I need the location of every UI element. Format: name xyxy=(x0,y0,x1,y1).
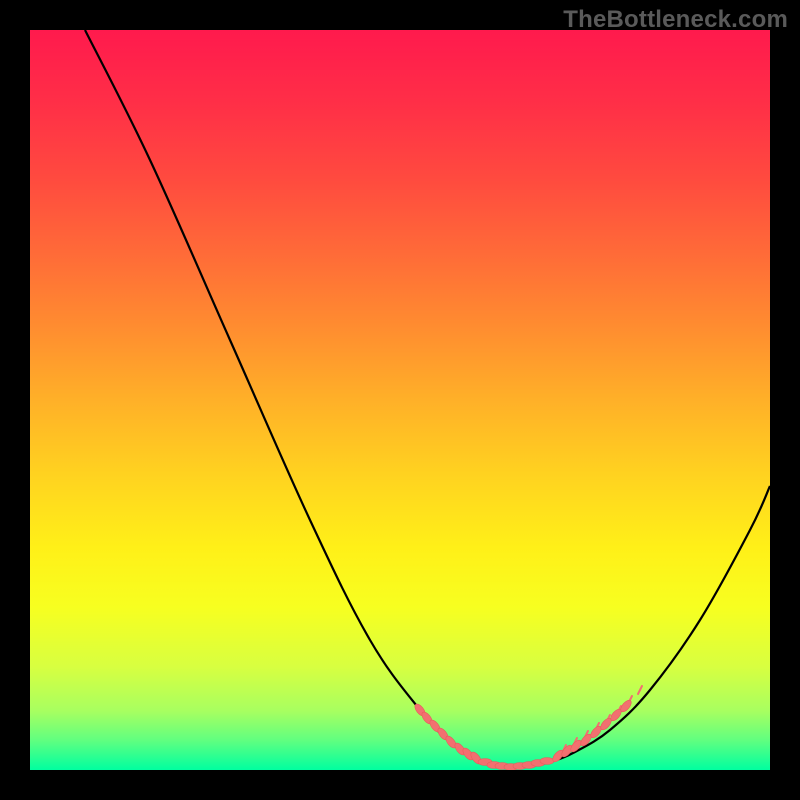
curve-layer xyxy=(30,30,770,770)
plot-area xyxy=(30,30,770,770)
curve-right xyxy=(508,486,770,767)
chart-frame: TheBottleneck.com xyxy=(0,0,800,800)
curve-left xyxy=(85,30,508,767)
valley-markers xyxy=(413,698,633,770)
